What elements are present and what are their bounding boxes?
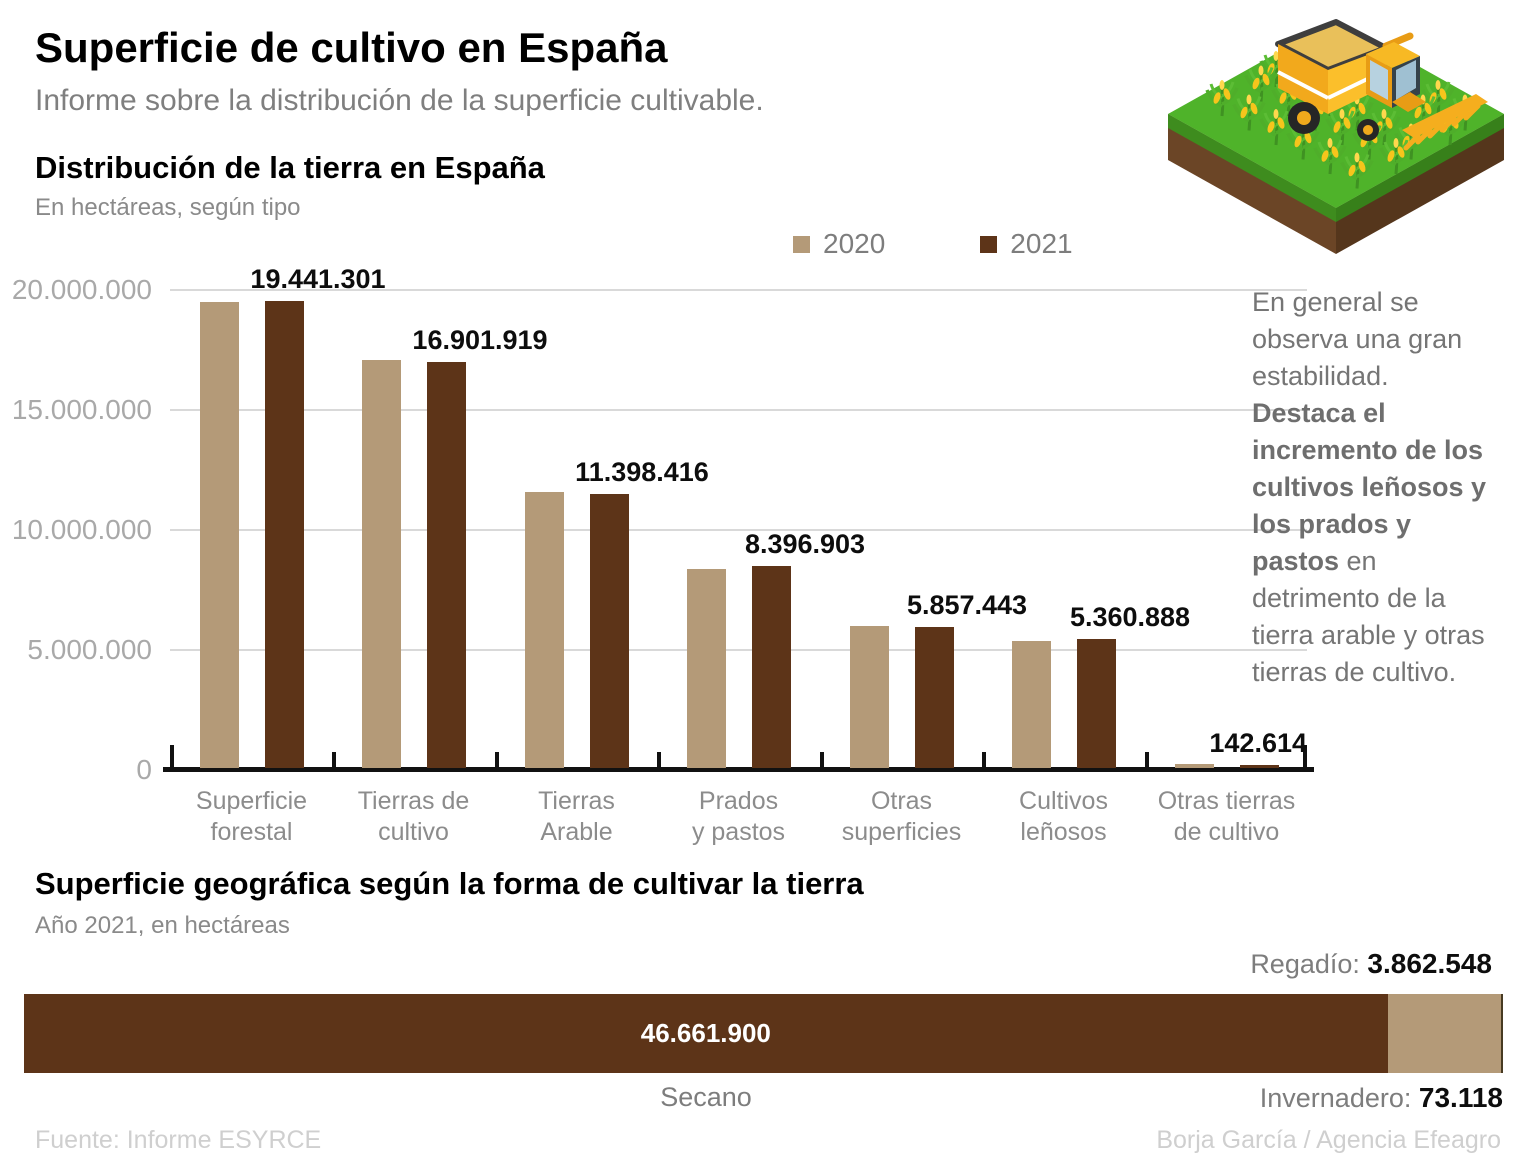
legend-swatch-2020 [793, 235, 810, 253]
bar-2021 [1240, 765, 1279, 768]
legend-swatch-2021 [980, 235, 998, 253]
harvester-illustration [1275, 19, 1488, 151]
gridline [170, 409, 1307, 411]
regadio-value: 3.862.548 [1367, 948, 1492, 979]
bar-2021 [752, 566, 791, 768]
stacked-segment-invernadero [1500, 994, 1503, 1073]
author-credit: Borja García / Agencia Efeagro [1156, 1126, 1501, 1154]
bar-2020 [687, 569, 726, 768]
bar-value-label: 19.441.301 [250, 264, 386, 294]
category-label: Cultivos leñosos [1019, 787, 1108, 846]
secano-value-label: 46.661.900 [640, 1018, 771, 1048]
secano-label: Secano [660, 1082, 752, 1112]
bar-2021 [427, 362, 466, 768]
bar-2020 [525, 492, 564, 768]
geography-chart-subtitle: Año 2021, en hectáreas [35, 912, 290, 939]
bar-2021 [1077, 639, 1116, 768]
bar-value-label: 5.857.443 [906, 590, 1028, 620]
farm-illustration [1168, 19, 1504, 254]
y-tick-label: 5.000.000 [27, 634, 152, 665]
distribution-chart-subtitle: En hectáreas, según tipo [35, 194, 301, 221]
legend-label-2020: 2020 [823, 228, 886, 259]
y-tick-label: 20.000.000 [11, 274, 152, 305]
chart-legend: 2020 2021 [793, 228, 1073, 260]
y-tick-label: 10.000.000 [11, 514, 152, 545]
annotation-bold: Destaca el incremento de los cultivos le… [1252, 398, 1487, 576]
x-axis-tick [332, 752, 336, 767]
gridline [170, 649, 1307, 651]
source-credit: Fuente: Informe ESYRCE [35, 1126, 322, 1154]
category-label: Prados y pastos [691, 787, 786, 846]
x-axis-tick [495, 752, 499, 767]
page-title: Superficie de cultivo en España [35, 24, 668, 71]
y-tick-label: 15.000.000 [11, 394, 152, 425]
regadio-label: Regadío: [1250, 949, 1360, 979]
bar-value-label: 142.614 [1209, 728, 1307, 758]
y-axis-labels: 0 5.000.000 10.000.000 15.000.000 20.000.000 [0, 274, 152, 785]
x-axis-line [163, 767, 1314, 772]
bar-2020 [362, 360, 401, 768]
stacked-bar-chart: 46.661.900 [24, 994, 1503, 1073]
x-axis-tick [820, 752, 824, 767]
bar-value-label: 11.398.416 [575, 457, 709, 487]
stacked-segment-secano: 46.661.900 [24, 994, 1388, 1073]
geography-chart-title: Superficie geográfica según la forma de … [35, 866, 864, 901]
category-label: Tierras Arable [538, 787, 615, 846]
legend-label-2021: 2021 [1010, 228, 1073, 259]
annotation-regular-1: En general se observa una gran estabilid… [1252, 287, 1463, 391]
distribution-chart-title: Distribución de la tierra en España [35, 150, 545, 185]
bar-value-label: 16.901.919 [412, 325, 548, 355]
bar-2020 [850, 626, 889, 768]
category-label: Otras superficies [841, 787, 962, 846]
stacked-bar-bottom-labels: Secano Invernadero: 73.118 [24, 1082, 1503, 1116]
stacked-segment-regadio [1387, 994, 1501, 1073]
gridline [170, 289, 1307, 291]
page-subtitle: Informe sobre la distribución de la supe… [35, 84, 764, 117]
bar-2020 [200, 302, 239, 768]
category-label: Otras tierras de cultivo [1157, 787, 1296, 846]
legend-item-2021: 2021 [980, 228, 1073, 260]
category-label: Tierras de cultivo [357, 787, 470, 846]
invernadero-label-line: Invernadero: 73.118 [1260, 1082, 1503, 1114]
category-label: Superficie forestal [195, 787, 308, 846]
x-axis-tick [982, 752, 986, 767]
bar-2020 [1175, 764, 1214, 768]
x-axis-tick [1303, 745, 1307, 767]
x-axis-tick [170, 745, 174, 767]
annotation-regular-2: en detrimento de la tierra arable y otra… [1252, 546, 1485, 687]
y-tick-label: 0 [136, 754, 152, 785]
bar-2021 [590, 494, 629, 768]
bar-2021 [265, 301, 304, 768]
bar-value-label: 8.396.903 [744, 529, 866, 559]
grouped-bar-chart: 19.441.301 Superficie forestal 16.901.919 T… [163, 264, 1314, 846]
invernadero-label: Invernadero: [1259, 1083, 1412, 1113]
bar-value-label: 5.360.888 [1069, 602, 1191, 632]
x-axis-tick [657, 752, 661, 767]
gridline [170, 529, 1307, 531]
bar-2021 [915, 627, 954, 768]
legend-item-2020: 2020 [793, 228, 885, 260]
x-axis-tick [1145, 752, 1149, 767]
annotation-text: En general se observa una gran estabilid… [1252, 284, 1492, 691]
regadio-label-line: Regadío: 3.862.548 [1250, 948, 1492, 980]
invernadero-value: 73.118 [1418, 1082, 1503, 1113]
bar-2020 [1012, 641, 1051, 768]
